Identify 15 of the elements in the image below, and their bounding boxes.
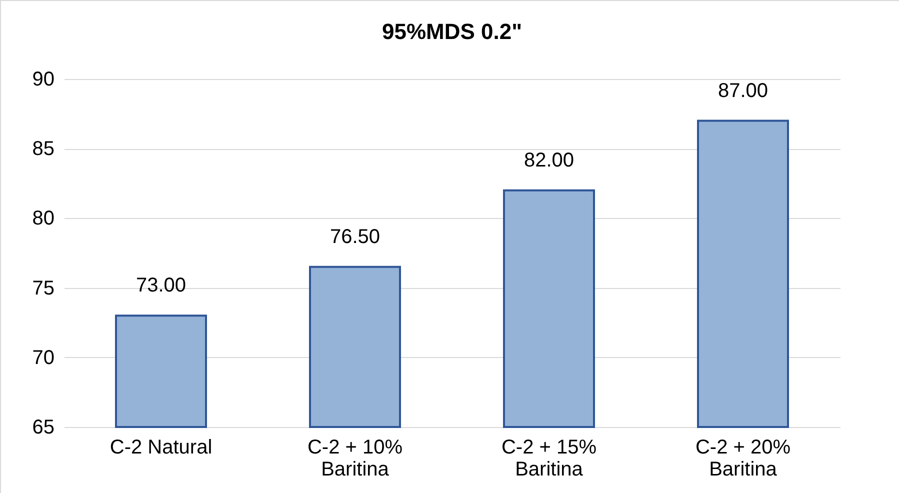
y-tick-label: 75 [32, 277, 54, 300]
x-tick-label: C-2 + 15% Baritina [501, 436, 597, 480]
y-tick-label: 85 [32, 138, 54, 160]
y-tick-label: 90 [32, 68, 54, 90]
data-label: 73.00 [136, 274, 186, 297]
y-tick-label: 65 [32, 416, 54, 438]
data-label: 87.00 [718, 80, 768, 102]
chart-title: 95%MDS 0.2" [382, 19, 522, 44]
x-tick-label: C-2 + 10% Baritina [307, 436, 403, 480]
data-label: 82.00 [524, 149, 574, 172]
x-tick-label: C-2 + 20% Baritina [695, 436, 791, 480]
x-tick-label: C-2 Natural [110, 436, 212, 458]
y-tick-label: 70 [32, 346, 54, 369]
y-tick-label: 80 [32, 208, 54, 230]
data-label: 76.50 [330, 226, 380, 248]
